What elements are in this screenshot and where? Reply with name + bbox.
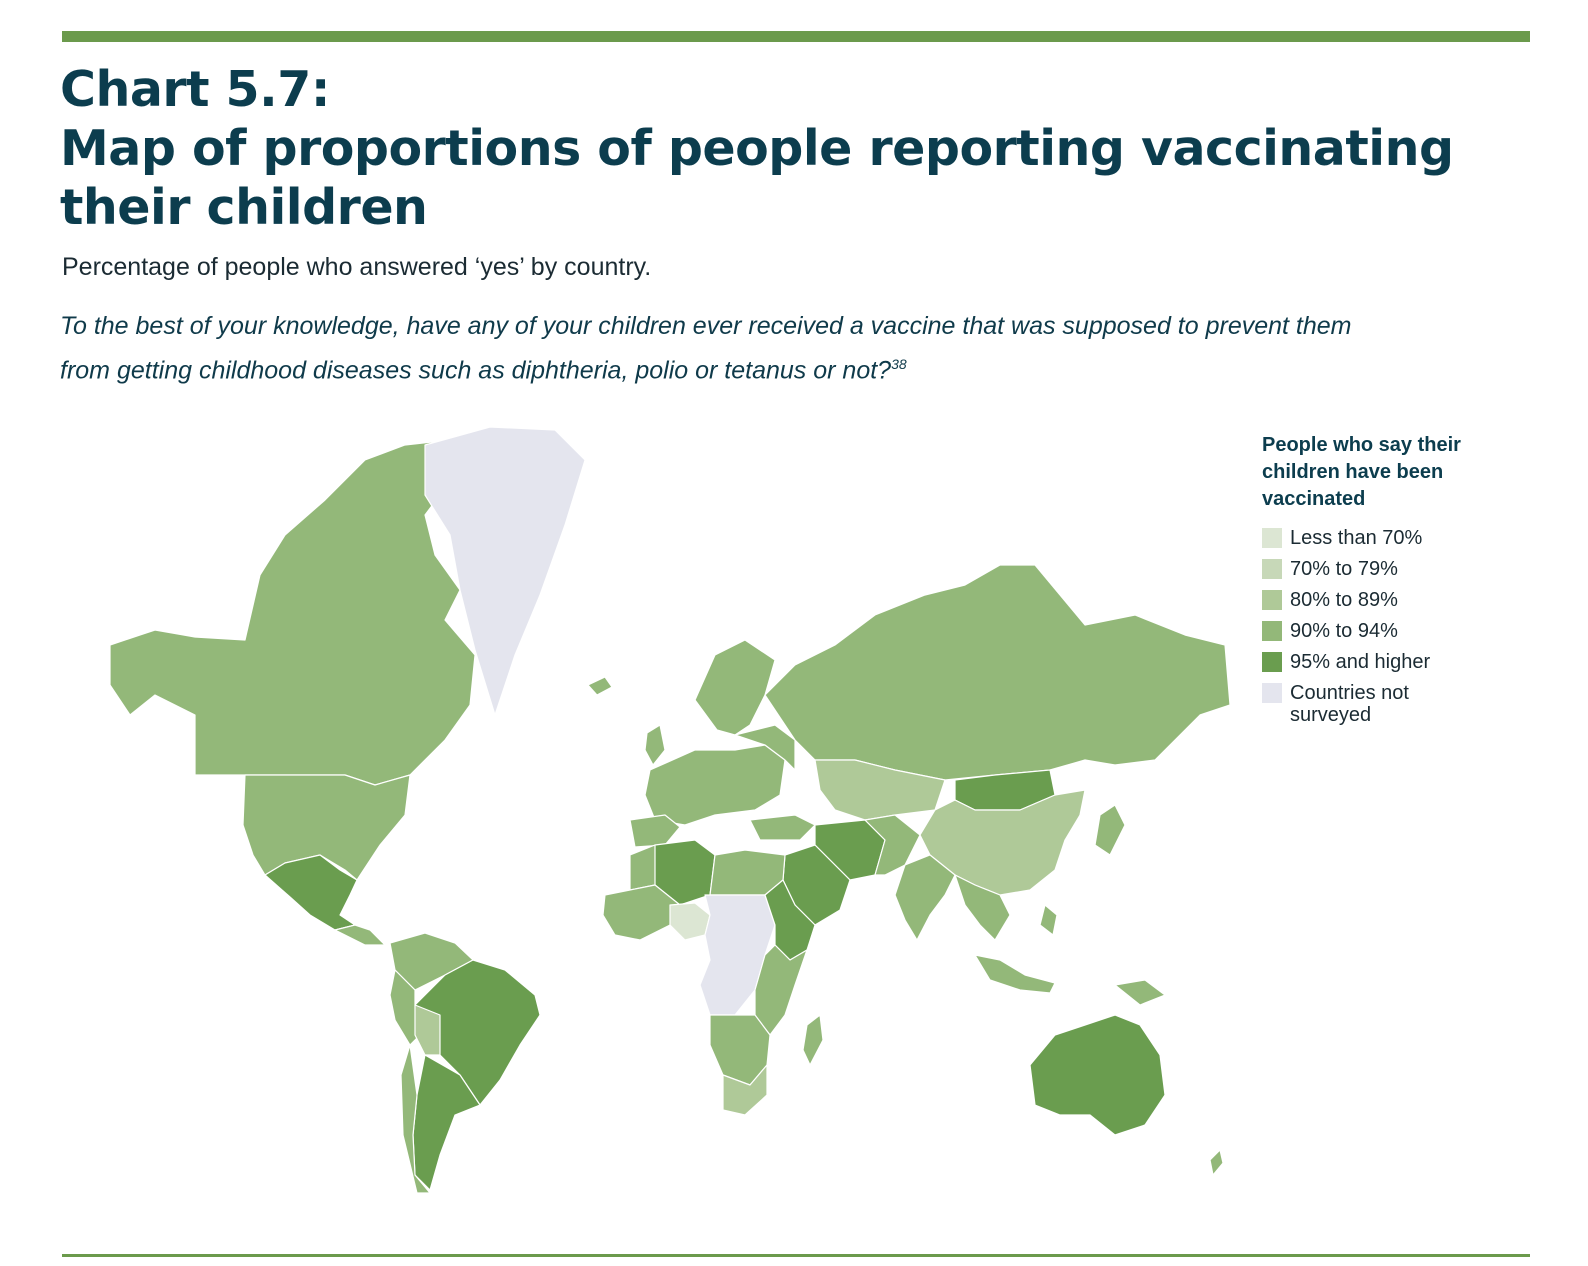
region-nigeria	[669, 902, 711, 941]
region-japan	[1094, 804, 1126, 856]
region-pakistan-afghanistan	[864, 814, 921, 876]
region-philippines	[1039, 904, 1058, 936]
region-iberia	[629, 814, 681, 848]
legend-label: 80% to 89%	[1290, 589, 1398, 611]
region-indonesia	[974, 954, 1056, 994]
legend-swatch	[1262, 528, 1282, 548]
region-united-states	[242, 774, 411, 881]
legend-item: 90% to 94%	[1262, 620, 1502, 642]
legend-label: Less than 70%	[1290, 527, 1423, 549]
legend-item: Less than 70%	[1262, 527, 1502, 549]
legend-label: 70% to 79%	[1290, 558, 1398, 580]
region-mexico	[264, 854, 358, 931]
subtitle: Percentage of people who answered ‘yes’ …	[62, 253, 652, 281]
region-iceland	[587, 676, 613, 696]
region-western-europe	[644, 744, 786, 826]
region-madagascar	[802, 1014, 824, 1066]
region-central-america	[334, 924, 386, 946]
region-russia	[764, 564, 1231, 781]
legend-item: 80% to 89%	[1262, 589, 1502, 611]
region-australia	[1029, 1014, 1166, 1136]
chart-label: Chart 5.7:	[60, 61, 330, 118]
bottom-rule	[62, 1254, 1530, 1257]
legend-swatch	[1262, 590, 1282, 610]
region-scandinavia	[694, 639, 776, 736]
region-eastern-europe	[734, 724, 796, 771]
legend-item: 70% to 79%	[1262, 558, 1502, 580]
region-bolivia	[414, 1004, 441, 1056]
region-india	[894, 854, 956, 941]
legend-swatch	[1262, 683, 1282, 703]
question-text: To the best of your knowledge, have any …	[60, 312, 1352, 385]
survey-question: To the best of your knowledge, have any …	[60, 307, 1380, 389]
legend-item: Countries not surveyed	[1262, 682, 1502, 726]
region-canada	[109, 439, 476, 786]
region-kazakhstan	[814, 759, 946, 821]
region-turkey	[749, 814, 816, 841]
legend-swatch	[1262, 652, 1282, 672]
region-southeast-asia	[954, 874, 1011, 941]
world-map	[109, 426, 1231, 1194]
legend: People who say their children have been …	[1262, 432, 1502, 735]
region-chile	[400, 1044, 431, 1194]
legend-label: Countries not surveyed	[1290, 682, 1409, 726]
title-line-2: their children	[60, 179, 428, 236]
footnote-ref: 38	[891, 356, 907, 372]
chart-title: Chart 5.7: Map of proportions of people …	[60, 60, 1460, 237]
legend-swatch	[1262, 621, 1282, 641]
legend-swatch	[1262, 559, 1282, 579]
title-line-1: Map of proportions of people reporting v…	[60, 120, 1454, 177]
top-rule	[62, 31, 1530, 42]
legend-label: 95% and higher	[1290, 651, 1431, 673]
region-east-africa	[754, 944, 808, 1036]
region-south-africa	[722, 1064, 768, 1116]
region-greenland	[424, 426, 586, 716]
region-uk	[644, 724, 666, 766]
region-papua-new-guinea	[1114, 979, 1166, 1006]
legend-item: 95% and higher	[1262, 651, 1502, 673]
legend-label: 90% to 94%	[1290, 620, 1398, 642]
region-new-zealand	[1209, 1149, 1224, 1176]
legend-title: People who say their children have been …	[1262, 434, 1461, 510]
